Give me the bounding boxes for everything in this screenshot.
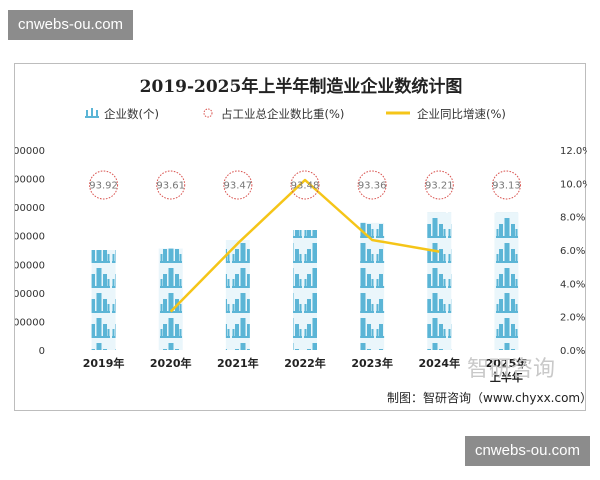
bar-enterprise-count — [225, 240, 250, 350]
legend-swatch-share-icon — [203, 108, 213, 118]
x-tick-label: 2024年 — [418, 356, 460, 370]
x-tick-label: 2025年 — [486, 356, 528, 370]
y-left-tick-label: 300000 — [15, 260, 45, 271]
legend: 企业数(个) 占工业总企业数比重(%) 企业同比增速(%) — [85, 107, 506, 121]
y-right-tick-label: 10.0% — [560, 179, 587, 190]
share-marker-label: 93.92 — [89, 181, 118, 192]
x-tick-label: 2023年 — [351, 356, 393, 370]
chart-source: 制图：智研咨询（www.chyxx.com） — [387, 390, 587, 405]
x-tick-label: 2019年 — [83, 356, 125, 370]
legend-label-enterprise-count: 企业数(个) — [104, 107, 159, 121]
chart-frame: 2019-2025年上半年制造业企业数统计图 企业数(个) 占工业总企业数比重(… — [14, 63, 587, 411]
chart-title: 2019-2025年上半年制造业企业数统计图 — [140, 76, 463, 97]
share-marker-circle — [223, 170, 253, 200]
x-tick-label: 2021年 — [217, 356, 259, 370]
bar-enterprise-count — [158, 248, 183, 350]
y-right-tick-label: 0.0% — [560, 346, 585, 357]
share-marker-label: 93.48 — [291, 181, 320, 192]
share-marker-circle — [491, 170, 521, 200]
y-left-tick-label: 700000 — [15, 146, 45, 157]
y-left-tick-label: 600000 — [15, 175, 45, 186]
x-tick-label: 2020年 — [150, 356, 192, 370]
y-right-tick-label: 2.0% — [560, 313, 585, 324]
y-right-tick-label: 4.0% — [560, 279, 585, 290]
y-right-tick-label: 6.0% — [560, 246, 585, 257]
watermark-top: cnwebs-ou.com — [8, 10, 134, 40]
y-left-tick-label: 400000 — [15, 232, 45, 243]
bar-enterprise-count — [494, 212, 519, 350]
y-left-tick-label: 500000 — [15, 203, 45, 214]
chart-svg: 2019-2025年上半年制造业企业数统计图 企业数(个) 占工业总企业数比重(… — [15, 76, 587, 405]
overlay-logo: 智研咨询 — [467, 357, 555, 382]
y-right-tick-label: 12.0% — [560, 146, 587, 157]
y-left-tick-label: 100000 — [15, 317, 45, 328]
legend-label-growth: 企业同比增速(%) — [417, 107, 506, 121]
line-growth-rate — [169, 178, 440, 313]
share-marker-circle — [290, 170, 320, 200]
y-left-tick-label: 200000 — [15, 289, 45, 300]
bar-enterprise-count — [360, 222, 385, 350]
share-marker-label: 93.13 — [492, 181, 521, 192]
x-tick-label: 上半年 — [490, 370, 523, 384]
share-marker-label: 93.21 — [425, 181, 454, 192]
watermark-bottom: cnwebs-ou.com — [464, 436, 590, 466]
bar-enterprise-count — [427, 212, 452, 350]
share-marker-label: 93.61 — [156, 181, 185, 192]
bar-enterprise-count — [91, 250, 116, 350]
share-marker-circle — [156, 170, 186, 200]
share-marker-circle — [424, 170, 454, 200]
share-marker-label: 93.36 — [358, 181, 387, 192]
share-marker-circle — [357, 170, 387, 200]
legend-swatch-enterprise-count-icon — [85, 108, 99, 118]
share-marker-circle — [89, 170, 119, 200]
legend-label-share: 占工业总企业数比重(%) — [221, 107, 344, 121]
y-right-tick-label: 8.0% — [560, 213, 585, 224]
x-tick-label: 2022年 — [284, 356, 326, 370]
share-marker-label: 93.47 — [224, 181, 253, 192]
y-left-tick-label: 0 — [39, 346, 45, 357]
bar-enterprise-count — [293, 230, 317, 350]
